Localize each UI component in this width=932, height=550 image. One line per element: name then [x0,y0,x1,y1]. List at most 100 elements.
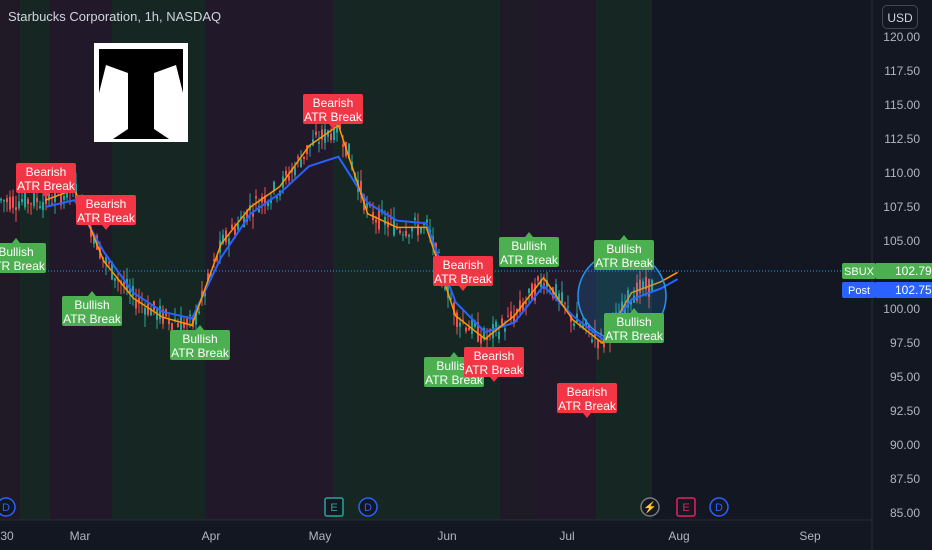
candle-body [144,307,146,315]
candle-body [318,142,320,144]
candle-body [33,191,35,206]
candle-body [591,339,593,343]
signal-line2: ATR Break [434,272,493,286]
candle-body [501,318,503,325]
currency-button[interactable]: USD [882,5,918,29]
dividend-marker[interactable]: D [0,497,16,517]
candle-body [444,286,446,290]
signal-line1: Bearish [26,165,67,179]
marker-letter: ⚡ [643,501,657,514]
candle-body [321,129,323,140]
candle-body [252,213,254,217]
marker-shape [0,497,16,517]
signal-line1: Bearish [567,385,608,399]
candle-body [63,195,65,200]
candle-body [327,130,329,137]
candle-body [300,159,302,168]
price-tag-value-bg [876,263,932,279]
candle-body [459,322,461,327]
candle-body [267,201,269,207]
candle-body [585,319,587,327]
candle-body [456,312,458,327]
y-tick-label: 117.50 [884,64,920,78]
candle-body [393,219,395,236]
candle-body [105,257,107,264]
signal-line1: Bullish [606,242,641,256]
candle-body [630,301,632,305]
candle-body [225,230,227,243]
signal-line1: Bullish [511,239,546,253]
candle-body [171,323,173,330]
dividend-marker[interactable]: D [358,497,378,517]
signal-line2: ATR Break [558,399,617,413]
candle-body [624,303,626,317]
candle-body [150,308,152,316]
candle-body [108,261,110,264]
signal-line1: Bearish [313,96,354,110]
signal-line1: Bearish [443,258,484,272]
candle-body [375,219,377,223]
signal-box [464,347,524,377]
signal-pointer [88,291,96,296]
signal-line2: ATR Break [465,363,524,377]
event-markers: D E D ⚡ E D [0,497,729,517]
candle-body [273,181,275,191]
candle-body [588,324,590,330]
candle-body [435,243,437,265]
candle-body [324,128,326,143]
candle-body [24,189,26,208]
candle-body [555,284,557,300]
x-tick-label: Apr [202,529,221,543]
candle-body [621,301,623,312]
candle-body [471,318,473,334]
candle-body [285,170,287,176]
candle-body [339,124,341,130]
candle-body [477,322,479,342]
candle-body [366,202,368,209]
candle-body [360,180,362,195]
candle-body [288,175,290,181]
signal-line1: Bullish [436,359,471,373]
candle-body [195,311,197,325]
earnings-marker[interactable]: E [324,497,344,517]
candle-body [510,311,512,320]
candle-body [420,227,422,233]
y-tick-label: 95.00 [890,370,920,384]
price-tag-sbux: SBUX 102.79 [842,263,932,279]
candle-body [330,133,332,141]
signal-box [0,243,46,273]
candle-body [213,259,215,262]
candle-body [447,282,449,299]
signal-line1: Bullish [74,298,109,312]
y-tick-label: 120.00 [883,30,920,44]
x-tick-label: Sep [799,529,821,543]
candle-body [504,328,506,332]
earnings-upcoming-marker[interactable]: E [676,497,696,517]
candle-body [51,203,53,205]
signal-line1: Bearish [474,349,515,363]
candle-body [537,276,539,281]
logo-mark [94,43,188,142]
candle-body [414,217,416,220]
x-tick-label: Mar [70,529,91,543]
marker-shape [709,497,729,517]
candle-body [411,227,413,232]
candle-body [18,201,20,209]
candle-body [27,199,29,204]
signal-box [433,256,493,286]
price-tag-label: Post [848,285,870,297]
y-tick-label: 105.00 [883,234,920,248]
marker-letter: D [715,502,723,514]
signal-pointer [525,232,533,237]
candle-body [270,198,272,204]
dividend-marker[interactable]: D [709,497,729,517]
news-marker[interactable]: ⚡ [640,497,660,517]
candle-body [30,203,32,205]
